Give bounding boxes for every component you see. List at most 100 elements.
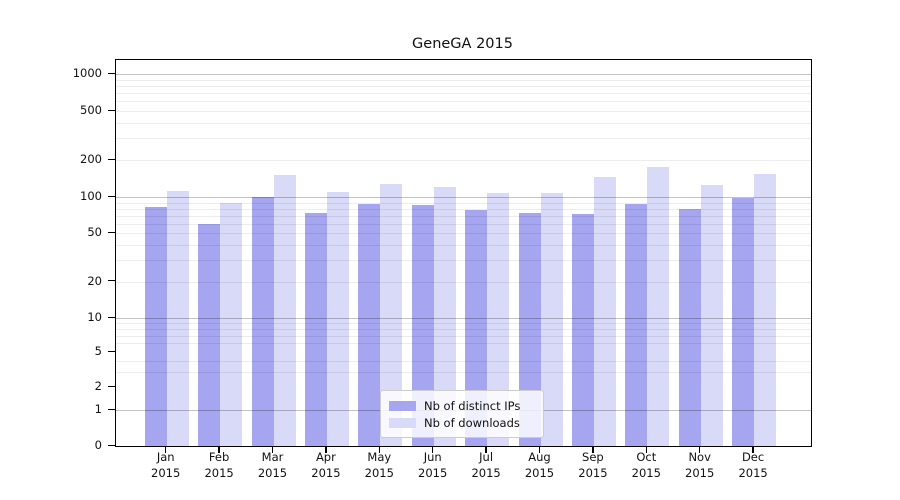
bar-distinct-ips-nov <box>678 208 701 446</box>
x-tick-mark-jun <box>432 446 434 453</box>
bar-downloads-aug <box>540 193 563 446</box>
gridline-minor-200 <box>116 160 811 161</box>
x-tick-label-oct: Oct 2015 <box>631 450 661 480</box>
bar-downloads-oct <box>647 167 670 446</box>
bar-distinct-ips-jan <box>144 207 167 446</box>
bar-distinct-ips-mar <box>251 197 274 446</box>
y-tick-label-1000: 1000 <box>72 66 102 80</box>
bar-distinct-ips-sep <box>571 213 594 446</box>
bar-downloads-mar <box>273 175 296 446</box>
y-tick-label-200: 200 <box>80 152 102 166</box>
gridline-minor-40 <box>116 245 811 247</box>
legend-swatch-downloads <box>389 417 416 428</box>
gridline-minor-20 <box>116 281 811 283</box>
y-tick-mark-2 <box>108 385 115 387</box>
x-tick-mark-jul <box>485 446 487 453</box>
gridline-minor-90 <box>116 202 811 204</box>
bar-distinct-ips-jun <box>411 204 434 446</box>
y-tick-label-50: 50 <box>87 225 102 240</box>
x-tick-label-feb: Feb 2015 <box>204 450 234 480</box>
y-tick-mark-1 <box>108 408 115 410</box>
bar-distinct-ips-dec <box>732 198 755 446</box>
x-tick-label-jul: Jul 2015 <box>471 450 501 480</box>
gridline-minor-8 <box>116 328 811 330</box>
y-tick-mark-200 <box>108 158 115 160</box>
x-tick-label-may: May 2015 <box>364 450 394 480</box>
x-tick-mark-may <box>378 446 380 453</box>
gridline-minor-800 <box>116 85 811 87</box>
bar-downloads-dec <box>754 174 777 446</box>
y-tick-mark-20 <box>108 280 115 282</box>
bar-downloads-sep <box>593 177 616 446</box>
y-tick-label-1: 1 <box>94 402 102 416</box>
y-tick-label-5: 5 <box>94 344 102 358</box>
gridline-minor-400 <box>116 122 811 124</box>
x-tick-label-dec: Dec 2015 <box>738 450 768 480</box>
y-tick-label-500: 500 <box>80 103 102 117</box>
gridline-minor-900 <box>116 79 811 81</box>
bar-downloads-jul <box>487 192 510 446</box>
x-tick-mark-oct <box>645 446 647 453</box>
y-tick-mark-500 <box>108 109 115 111</box>
bar-distinct-ips-jul <box>465 210 488 446</box>
bar-distinct-ips-apr <box>304 212 327 446</box>
x-tick-mark-sep <box>592 446 594 453</box>
y-tick-label-10: 10 <box>87 310 102 324</box>
gridline-minor-600 <box>116 101 811 103</box>
legend-label-downloads: Nb of downloads <box>424 415 520 430</box>
y-tick-label-2: 2 <box>94 379 102 393</box>
bar-distinct-ips-aug <box>518 212 541 446</box>
x-tick-label-jan: Jan 2015 <box>151 450 181 480</box>
y-tick-label-0: 0 <box>94 438 102 452</box>
x-tick-label-sep: Sep 2015 <box>578 450 608 480</box>
y-tick-mark-0 <box>108 444 115 446</box>
x-tick-label-aug: Aug 2015 <box>524 450 555 480</box>
x-tick-mark-dec <box>752 446 754 453</box>
gridline-minor-7 <box>116 335 811 337</box>
x-tick-mark-apr <box>325 446 327 453</box>
y-tick-label-100: 100 <box>80 189 102 203</box>
gridline-minor-4 <box>116 360 811 362</box>
bar-distinct-ips-feb <box>198 223 221 446</box>
gridline-minor-300 <box>116 138 811 140</box>
gridline-minor-30 <box>116 260 811 262</box>
gridline-minor-9 <box>116 323 811 325</box>
y-tick-label-20: 20 <box>87 273 102 288</box>
gridline-minor-3 <box>116 371 811 373</box>
gridline-major-10 <box>116 318 811 319</box>
x-tick-label-jun: Jun 2015 <box>418 450 448 480</box>
y-tick-mark-100 <box>108 195 115 197</box>
legend-swatch-distinct-ips <box>389 400 416 411</box>
x-tick-mark-mar <box>271 446 274 453</box>
x-tick-mark-jan <box>165 446 167 453</box>
plot-area <box>115 59 812 447</box>
legend-label-distinct-ips: Nb of distinct IPs <box>424 398 521 413</box>
y-tick-mark-1000 <box>108 72 115 74</box>
gridline-minor-500 <box>116 111 811 112</box>
gridline-minor-50 <box>116 233 811 235</box>
x-tick-label-apr: Apr 2015 <box>311 450 341 480</box>
y-tick-mark-5 <box>108 350 115 352</box>
bar-downloads-jan <box>166 190 189 446</box>
bar-downloads-feb <box>220 202 243 446</box>
bar-downloads-may <box>380 184 403 446</box>
x-tick-label-mar: Mar 2015 <box>257 450 288 480</box>
gridline-minor-80 <box>116 208 811 210</box>
bar-distinct-ips-oct <box>625 204 648 446</box>
legend-item-distinct-ips: Nb of distinct IPs <box>389 397 535 414</box>
y-tick-mark-50 <box>108 231 115 234</box>
legend: Nb of distinct IPs Nb of downloads <box>380 390 544 438</box>
x-tick-mark-nov <box>699 446 701 453</box>
chart-title: GeneGA 2015 <box>412 36 513 52</box>
bar-distinct-ips-may <box>358 203 381 446</box>
bar-downloads-jun <box>433 186 456 446</box>
bar-downloads-nov <box>700 185 723 446</box>
legend-item-downloads: Nb of downloads <box>389 414 535 431</box>
gridline-major-100 <box>116 197 811 198</box>
gridline-minor-700 <box>116 93 811 95</box>
gridline-minor-60 <box>116 223 811 225</box>
y-tick-mark-10 <box>108 316 115 318</box>
gridline-major-1000 <box>116 74 811 75</box>
gridline-minor-6 <box>116 343 811 345</box>
